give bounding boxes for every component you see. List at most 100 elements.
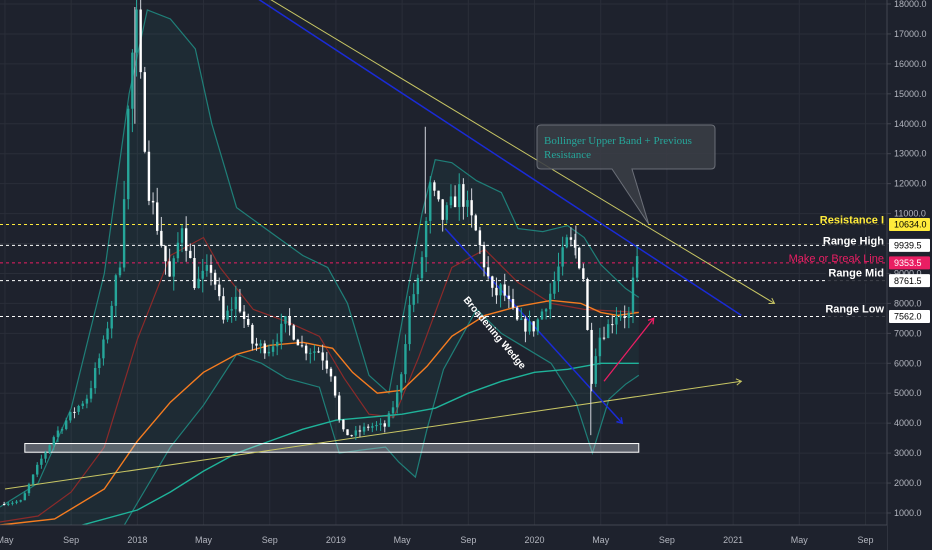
trendline-yellow-ascending xyxy=(4,380,742,490)
candle-body xyxy=(408,304,411,345)
trendline-yellow-ascending-arrowhead xyxy=(735,378,743,386)
candle-body xyxy=(7,503,10,505)
candle-body xyxy=(367,426,370,428)
level-label: Range Mid xyxy=(828,268,884,280)
candle-body xyxy=(602,337,606,339)
support-box[interactable] xyxy=(24,443,640,453)
candle-body xyxy=(511,299,515,308)
candle-body xyxy=(156,202,159,231)
bollinger-fill xyxy=(0,10,639,537)
candle-body xyxy=(515,307,519,320)
candle-body xyxy=(98,358,101,369)
level-badge-value: 7562.0 xyxy=(894,312,922,322)
price-tick-label: 16000.0 xyxy=(894,59,927,69)
trendline-blue-lower-arrowhead xyxy=(616,417,624,425)
candle-body xyxy=(275,341,279,347)
candle-body xyxy=(619,315,622,318)
candle-body xyxy=(73,411,76,413)
time-tick-label: May xyxy=(394,535,412,545)
level-label-background xyxy=(826,306,886,320)
candle-body xyxy=(404,344,407,375)
candle-body xyxy=(267,351,271,354)
candle-body xyxy=(197,278,200,289)
candle-body xyxy=(151,200,155,203)
candle-body xyxy=(354,430,357,436)
candle-body xyxy=(416,278,420,295)
candle-body xyxy=(321,352,324,361)
candle-body xyxy=(391,407,395,414)
level-badge-value: 10634.0 xyxy=(894,220,927,230)
candle-body xyxy=(209,265,213,273)
price-tick-label: 2000.0 xyxy=(894,478,922,488)
candle-body xyxy=(106,328,109,340)
candle-body xyxy=(325,360,329,369)
candle-body xyxy=(48,445,51,453)
candle-body xyxy=(300,345,304,347)
candle-body xyxy=(280,323,283,342)
candle-body xyxy=(536,319,540,332)
candle-body xyxy=(131,52,134,109)
candle-body xyxy=(433,182,436,191)
candle-body xyxy=(118,267,122,276)
candle-body xyxy=(238,296,242,312)
time-tick-label: 2019 xyxy=(326,535,346,545)
moving-average-orange xyxy=(0,299,639,526)
candle-body xyxy=(64,420,68,430)
candle-body xyxy=(371,426,374,428)
callout-box[interactable]: Bollinger Upper Band + Previous Resistan… xyxy=(536,124,716,225)
candle-body xyxy=(395,392,399,408)
candle-body xyxy=(507,295,511,300)
candle-body xyxy=(453,196,457,208)
candle-body xyxy=(242,311,246,320)
price-tick-label: 7000.0 xyxy=(894,328,922,338)
level-badge-value: 9939.5 xyxy=(894,241,922,251)
projection-arrow xyxy=(603,317,655,382)
candle-body xyxy=(631,277,635,313)
candle-body xyxy=(449,196,453,206)
time-axis[interactable]: May Sep 2018 May Sep 2019 May Sep 2020 May Sep 2021… xyxy=(0,524,887,550)
price-axis[interactable]: 1000.0 2000.0 3000.0 4000.0 5000.0 6000.0 7000… xyxy=(886,0,932,550)
price-tick-label: 5000.0 xyxy=(894,388,922,398)
callout-background xyxy=(536,124,716,225)
candle-body xyxy=(358,430,362,432)
candle-body xyxy=(44,452,47,459)
level-badge xyxy=(889,218,930,232)
candle-body xyxy=(89,388,93,399)
price-tick-label: 8000.0 xyxy=(894,298,922,308)
candle-body xyxy=(400,374,403,393)
candle-body xyxy=(259,343,262,346)
candle-body xyxy=(81,403,84,406)
candle-body xyxy=(234,296,238,310)
candle-body xyxy=(573,239,577,248)
level-badge xyxy=(889,238,930,252)
level-label-background xyxy=(826,270,886,284)
time-tick-label: Sep xyxy=(460,535,476,545)
candle-body xyxy=(437,190,440,200)
time-tick-label: May xyxy=(791,535,809,545)
price-tick-label: 11000.0 xyxy=(894,209,926,219)
candle-body xyxy=(486,267,490,277)
candle-body xyxy=(375,424,378,427)
candle-body xyxy=(478,230,482,245)
candle-body xyxy=(60,429,64,431)
candle-body xyxy=(553,281,556,294)
price-tick-label: 15000.0 xyxy=(894,89,927,99)
candle-body xyxy=(168,261,171,277)
candle-body xyxy=(317,351,320,353)
candle-body xyxy=(379,423,382,425)
candle-body xyxy=(139,9,142,73)
level-badge xyxy=(889,274,930,288)
candle-body xyxy=(577,247,581,269)
candle-body xyxy=(342,419,345,430)
candle-body xyxy=(309,352,312,354)
callout-text-line-2: Resistance xyxy=(544,149,591,161)
candle-body xyxy=(251,324,254,344)
candle-body xyxy=(11,502,14,504)
level-badge xyxy=(889,256,930,270)
bollinger-lower-band xyxy=(0,308,640,538)
candle-body xyxy=(338,395,341,420)
candle-body xyxy=(160,230,163,246)
candle-body xyxy=(93,368,97,389)
candle-body xyxy=(304,345,308,354)
